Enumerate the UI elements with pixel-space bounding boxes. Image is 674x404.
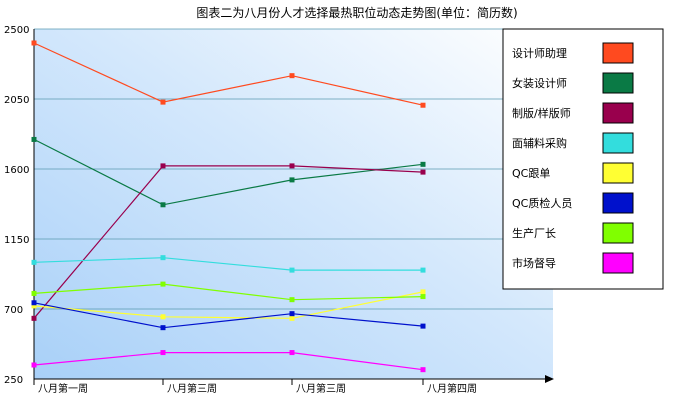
data-point [289, 163, 295, 169]
legend-item: 面辅料采购 [512, 132, 634, 154]
legend-item: 制版/样版师 [512, 102, 634, 124]
series-line [33, 291, 424, 319]
series-line [33, 42, 424, 106]
data-point [420, 323, 426, 329]
data-point [160, 255, 166, 261]
x-axis-arrow [545, 375, 554, 383]
x-tick-label: 八月第四周 [427, 382, 477, 395]
series-line [33, 283, 424, 301]
series-3 [31, 163, 426, 321]
legend-item: QC跟单 [512, 162, 634, 184]
x-tick-labels: 八月第一周 八月第三周 八月第三周 八月第四周 [33, 379, 477, 395]
data-point [31, 300, 37, 306]
data-point [160, 325, 166, 331]
data-point [31, 259, 37, 265]
series-8 [31, 350, 426, 373]
legend-box [502, 28, 664, 290]
series-7 [31, 281, 426, 303]
data-point [160, 281, 166, 287]
series-5 [31, 289, 426, 321]
y-tick-label: 2050 [4, 95, 29, 106]
legend-swatch [602, 222, 634, 244]
data-point [31, 362, 37, 368]
data-point [289, 315, 295, 321]
data-point [31, 315, 37, 321]
x-tick-label: 八月第三周 [167, 382, 217, 395]
data-point [289, 311, 295, 317]
series-6 [31, 300, 426, 331]
data-point [289, 297, 295, 303]
y-tick-label: 250 [4, 375, 23, 386]
data-point [31, 40, 37, 46]
y-tick-label: 2500 [4, 25, 29, 36]
legend-item: 市场督导 [512, 252, 634, 274]
legend-swatch [602, 162, 634, 184]
series-line [33, 257, 423, 271]
legend-item: QC质检人员 [512, 192, 634, 214]
y-tick-label: 1150 [4, 235, 29, 246]
gridlines [34, 28, 553, 310]
series-group [31, 40, 426, 373]
legend-label: QC质检人员 [512, 196, 572, 210]
data-point [289, 350, 295, 356]
series-line [33, 165, 424, 319]
data-point [160, 163, 166, 169]
data-point [420, 102, 426, 108]
data-point [160, 99, 166, 105]
data-point [31, 303, 37, 309]
series-line [33, 352, 424, 371]
data-point [289, 73, 295, 79]
data-point [160, 350, 166, 356]
legend-item: 生产厂长 [512, 222, 634, 244]
legend-label: 面辅料采购 [512, 136, 567, 150]
legend-label: 市场督导 [512, 256, 556, 270]
data-point [31, 290, 37, 296]
legend-label: 女装设计师 [512, 76, 567, 90]
series-1 [31, 40, 426, 108]
x-tick-label: 八月第三周 [296, 382, 346, 395]
data-point [289, 177, 295, 183]
data-point [420, 294, 426, 300]
legend-swatch [602, 252, 634, 274]
legend-item: 女装设计师 [512, 72, 634, 94]
data-point [31, 136, 37, 142]
legend-label: 生产厂长 [512, 226, 556, 240]
data-point [420, 161, 426, 167]
series-4 [31, 255, 426, 273]
y-tick-label: 1600 [4, 165, 29, 176]
data-point [420, 289, 426, 295]
legend-swatch [602, 102, 634, 124]
plot-area [34, 29, 553, 379]
series-line [33, 138, 424, 206]
legend-swatch [602, 72, 634, 94]
data-point [160, 202, 166, 208]
data-point [420, 267, 426, 273]
data-point [160, 314, 166, 320]
y-tick-labels: 250 700 1150 1600 2050 2500 [4, 25, 29, 386]
legend-swatch [602, 42, 634, 64]
data-point [420, 169, 426, 175]
chart-title: 图表二为八月份人才选择最热职位动态走势图(单位：简历数) [196, 5, 517, 20]
legend-swatch [602, 192, 634, 214]
legend-label: 设计师助理 [512, 46, 567, 60]
legend-label: QC跟单 [512, 167, 550, 180]
legend-label: 制版/样版师 [512, 106, 571, 120]
series-2 [31, 136, 426, 208]
y-tick-label: 700 [4, 305, 23, 316]
legend-item: 设计师助理 [512, 42, 634, 64]
x-tick-label: 八月第一周 [38, 382, 88, 395]
series-line [33, 302, 424, 329]
data-point [289, 267, 295, 273]
data-point [420, 367, 426, 373]
legend-swatch [602, 132, 634, 154]
